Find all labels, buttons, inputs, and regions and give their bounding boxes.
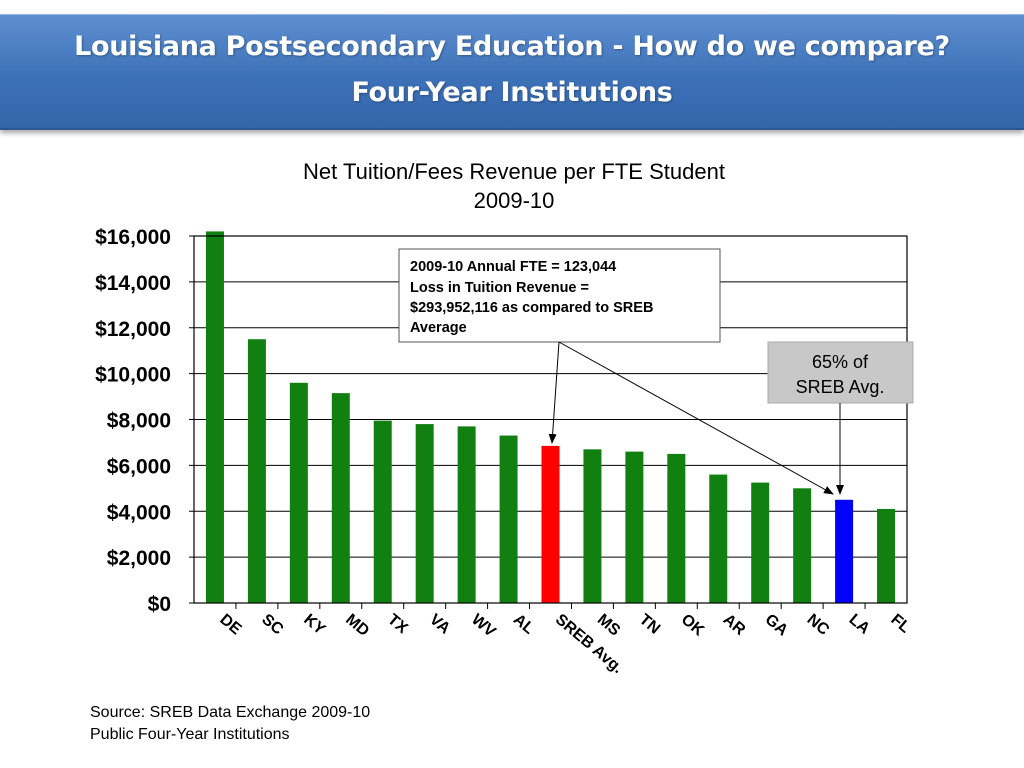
y-tick-label: $12,000 — [95, 318, 171, 341]
bar — [793, 488, 812, 603]
bar — [373, 420, 392, 603]
bar — [331, 393, 350, 603]
y-axis-labels: $0 $2,000 $4,000 $6,000 $8,000 $10,000 $12,000… — [95, 226, 194, 616]
y-tick-label: $4,000 — [107, 501, 171, 524]
source-line-1: Source: SREB Data Exchange 2009-10 — [90, 704, 371, 721]
bar — [415, 424, 434, 603]
x-tick-label: AL — [510, 611, 537, 638]
fte-annotation-line4: Average — [410, 320, 467, 336]
x-tick-label: AR — [720, 611, 749, 639]
x-tick-label: TN — [636, 611, 663, 638]
fte-annotation-line2: Loss in Tuition Revenue = — [410, 280, 589, 296]
x-tick-label: VA — [426, 611, 453, 638]
bar — [751, 482, 770, 603]
bar — [583, 449, 602, 603]
x-tick-label: KY — [300, 611, 328, 639]
y-tick-label: $10,000 — [95, 364, 171, 387]
x-tick-label: OK — [678, 611, 708, 640]
x-axis-labels: DE SC KY MD TX VA WV AL SREB Avg.MS TN OK AR GA NC LA F… — [216, 611, 913, 677]
arrow-to-la — [558, 341, 834, 495]
chart-subtitle: 2009-10 — [474, 188, 555, 213]
bar — [457, 426, 476, 603]
bar — [289, 382, 308, 603]
bar — [709, 474, 728, 603]
y-tick-label: $16,000 — [95, 226, 171, 249]
arrow-to-sreb-avg — [548, 341, 560, 444]
x-tick-label: DE — [216, 611, 244, 639]
bar — [667, 453, 686, 603]
x-ticks — [235, 603, 866, 609]
fte-annotation-line1: 2009-10 Annual FTE = 123,044 — [410, 259, 616, 275]
x-tick-label: FL — [887, 611, 913, 637]
pct-annotation-line2: SREB Avg. — [796, 377, 885, 397]
chart-title: Net Tuition/Fees Revenue per FTE Student — [303, 159, 725, 184]
y-tick-label: $14,000 — [95, 272, 171, 295]
bars — [205, 231, 896, 603]
x-tick-label: MD — [342, 611, 372, 640]
bar — [499, 435, 518, 603]
x-tick-label: GA — [762, 611, 792, 640]
bar — [877, 508, 896, 603]
fte-annotation-box — [398, 248, 721, 343]
y-tick-label: $2,000 — [107, 547, 171, 570]
pct-annotation-line1: 65% of — [812, 352, 869, 372]
x-tick-label: WV — [468, 611, 499, 641]
page-subtitle: Four-Year Institutions — [351, 77, 673, 108]
pct-annotation-box — [767, 341, 914, 404]
bar — [205, 231, 224, 603]
x-tick-label: MS — [594, 611, 624, 640]
page-title: Louisiana Postsecondary Education - How … — [74, 31, 950, 62]
x-tick-label: LA — [846, 611, 874, 638]
y-tick-label: $0 — [148, 593, 171, 616]
bar — [541, 445, 560, 603]
bar — [625, 451, 644, 603]
y-tick-label: $8,000 — [107, 410, 171, 433]
x-tick-label: NC — [804, 611, 833, 639]
source-line-2: Public Four-Year Institutions — [90, 726, 290, 743]
x-tick-label: TX — [384, 611, 411, 637]
bar — [247, 339, 266, 603]
x-tick-label: SC — [258, 611, 286, 639]
bar — [835, 499, 854, 603]
title-banner: Louisiana Postsecondary Education - How … — [0, 14, 1024, 130]
y-tick-label: $6,000 — [107, 455, 171, 478]
fte-annotation-line3: $293,952,116 as compared to SREB — [410, 300, 653, 316]
